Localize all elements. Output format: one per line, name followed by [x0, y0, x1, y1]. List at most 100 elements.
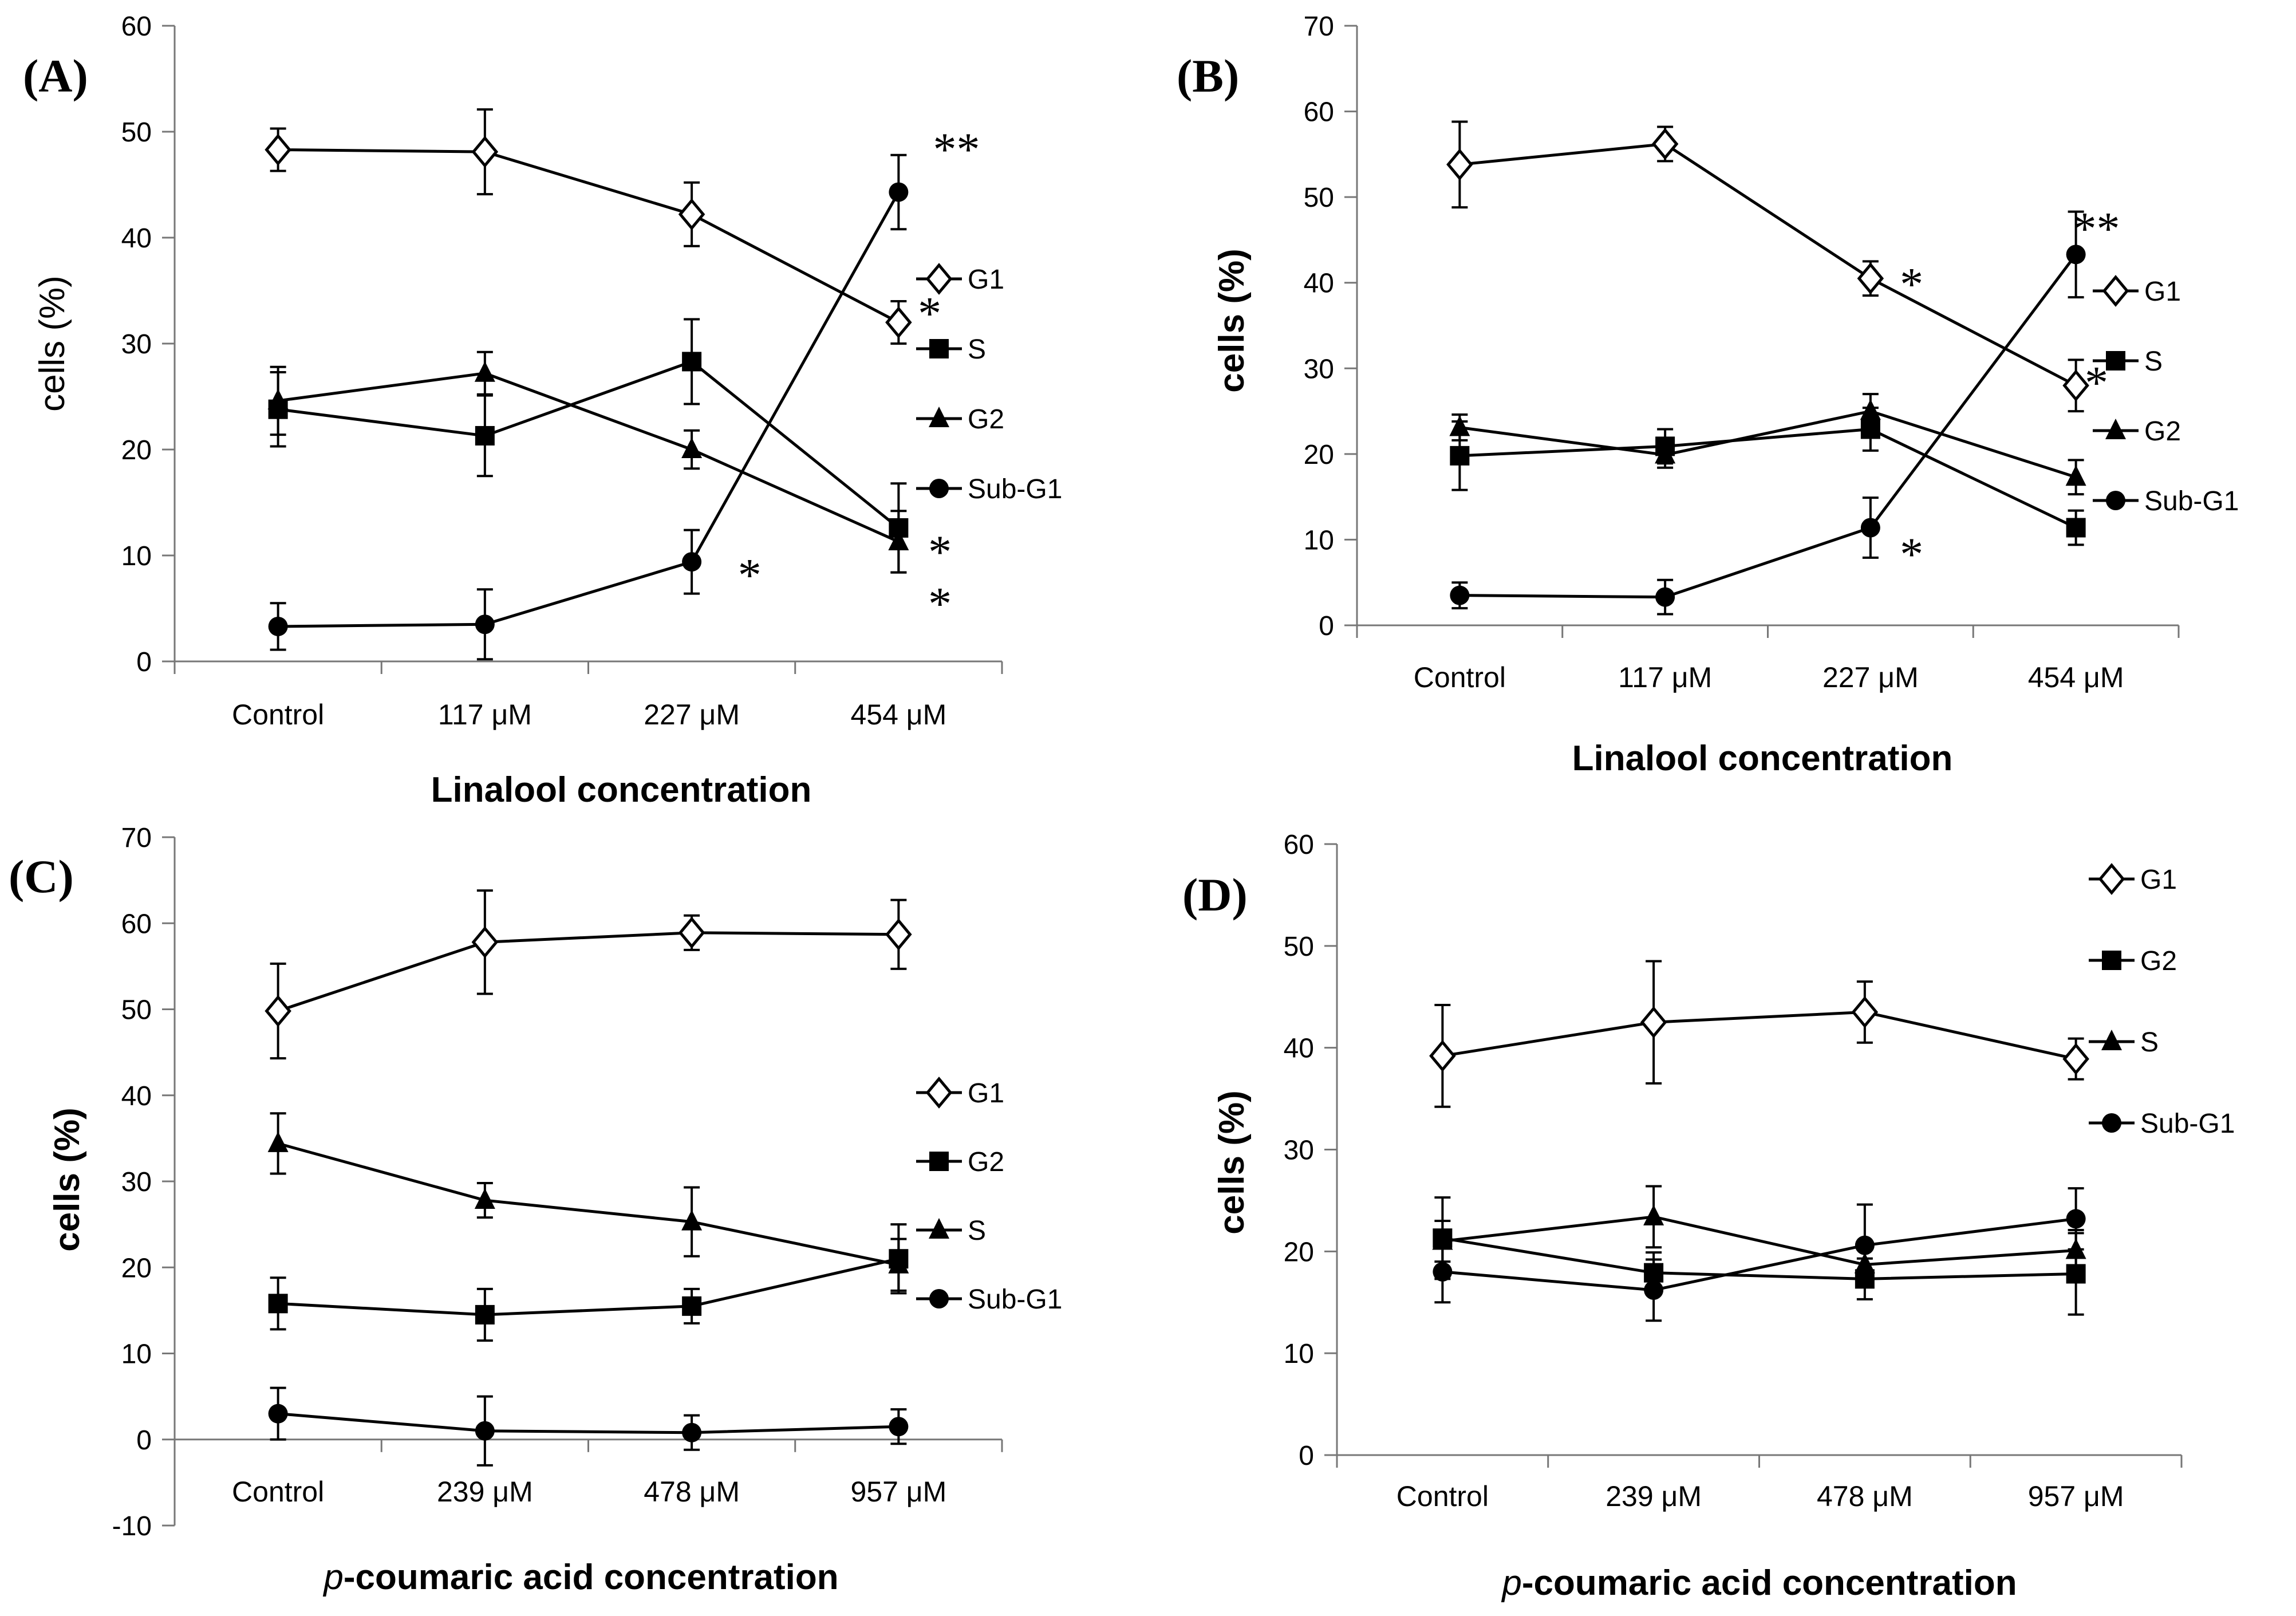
data-point — [682, 352, 702, 372]
legend-marker — [2102, 275, 2129, 307]
x-tick-label: Control — [1396, 1480, 1489, 1512]
data-point — [1860, 518, 1880, 538]
data-point — [1449, 415, 1470, 436]
series-line — [278, 191, 900, 628]
y-tick-label: 0 — [136, 647, 152, 677]
data-point — [1450, 446, 1470, 466]
x-tick-label: 239 μM — [1605, 1480, 1702, 1512]
data-point — [1655, 587, 1675, 607]
series-line — [1459, 142, 2077, 387]
x-tick-label: 957 μM — [2028, 1480, 2124, 1512]
legend-label: G2 — [968, 1147, 1004, 1177]
significance-marker: * — [928, 577, 952, 629]
y-tick-label: -10 — [112, 1511, 152, 1542]
x-axis-label: p-coumaric acid concentration — [1501, 1563, 2017, 1603]
y-tick-label: 20 — [1304, 440, 1334, 470]
series-s — [267, 1112, 909, 1292]
data-point — [681, 1209, 703, 1231]
data-point — [475, 614, 495, 634]
y-tick-label: 50 — [1284, 932, 1314, 962]
y-tick-label: 20 — [1284, 1237, 1314, 1267]
series-g1 — [1429, 960, 2089, 1108]
y-tick-label: 0 — [1299, 1441, 1314, 1471]
x-tick-label: 478 μM — [1817, 1480, 1913, 1512]
x-axis-label-main: -coumaric acid concentration — [344, 1558, 839, 1597]
y-tick-label: 10 — [121, 1339, 152, 1370]
series-sub-g1 — [1450, 210, 2086, 616]
x-tick-label: 117 μM — [1618, 661, 1712, 693]
x-tick-label: Control — [1414, 661, 1506, 693]
legend-marker — [925, 1077, 953, 1109]
panel-d-chart: 0 10 20 30 40 50 60 Control 239 μM 478 μM 957 μM (D… — [1182, 830, 2235, 1603]
significance-marker: * — [928, 526, 952, 578]
y-tick-label: 50 — [1304, 183, 1334, 213]
legend-marker — [929, 339, 949, 358]
data-point — [1432, 1229, 1453, 1250]
data-point — [1446, 148, 1473, 181]
x-axis-label-main: Linalool concentration — [431, 770, 812, 810]
data-point — [682, 552, 702, 572]
series-line — [277, 1142, 899, 1267]
data-point — [1644, 1280, 1664, 1300]
series-sub-g1 — [1433, 1187, 2086, 1322]
data-point — [267, 1131, 289, 1152]
legend-label: S — [2144, 346, 2163, 377]
y-tick-label: 0 — [1319, 611, 1334, 641]
significance-marker: ** — [2073, 202, 2120, 254]
x-tick-label: 117 μM — [438, 699, 532, 731]
data-point — [1655, 443, 1676, 464]
significance-marker: * — [2085, 357, 2108, 409]
series-line — [277, 931, 899, 1012]
x-tick-label: 227 μM — [1822, 661, 1919, 693]
data-point — [474, 1188, 495, 1209]
data-point — [1860, 399, 1881, 420]
y-tick-label: 70 — [1304, 11, 1334, 42]
significance-marker: * — [918, 287, 941, 340]
x-tick-label: 454 μM — [2028, 661, 2124, 693]
y-tick-label: 40 — [121, 1081, 152, 1112]
data-point — [265, 995, 291, 1027]
series-line — [278, 1257, 899, 1317]
data-point — [1643, 1204, 1664, 1225]
x-tick-label: 478 μM — [644, 1476, 740, 1508]
x-tick-label: 454 μM — [850, 699, 946, 731]
series-s — [268, 318, 909, 574]
panel-label: (C) — [9, 850, 74, 902]
x-tick-label: 957 μM — [850, 1476, 946, 1508]
series-g2 — [267, 350, 909, 574]
y-tick-label: 60 — [1284, 830, 1314, 860]
y-tick-label: 30 — [121, 329, 152, 360]
series-line — [278, 372, 900, 543]
data-point — [1433, 1262, 1453, 1282]
data-point — [678, 916, 705, 949]
panel-label: (A) — [23, 50, 88, 102]
data-point — [2062, 1043, 2089, 1075]
data-point — [268, 1294, 288, 1314]
series-line — [1442, 1217, 2076, 1292]
x-tick-label: Control — [232, 699, 324, 731]
y-tick-label: 30 — [121, 1167, 152, 1197]
y-tick-label: 10 — [1284, 1339, 1314, 1369]
legend-marker — [929, 1152, 949, 1171]
legend-marker — [2098, 863, 2125, 895]
data-point — [682, 1422, 702, 1442]
series-g2 — [268, 1223, 909, 1342]
data-point — [475, 425, 495, 446]
series-sub-g1 — [268, 153, 909, 661]
significance-marker: ** — [933, 123, 980, 175]
legend-label: Sub-G1 — [2144, 486, 2239, 517]
data-point — [1450, 585, 1470, 605]
series-g1 — [265, 889, 912, 1060]
data-point — [268, 1404, 288, 1424]
legend-marker — [2106, 491, 2125, 510]
series-line — [278, 360, 900, 529]
data-point — [471, 926, 499, 959]
series-s — [1450, 407, 2086, 546]
data-point — [2065, 465, 2086, 486]
y-tick-label: 30 — [1304, 354, 1334, 384]
x-axis-label: Linalool concentration — [431, 770, 812, 810]
data-point — [474, 361, 495, 382]
y-tick-label: 30 — [1284, 1136, 1314, 1166]
y-tick-label: 40 — [1284, 1034, 1314, 1064]
series-g2 — [1449, 393, 2086, 496]
